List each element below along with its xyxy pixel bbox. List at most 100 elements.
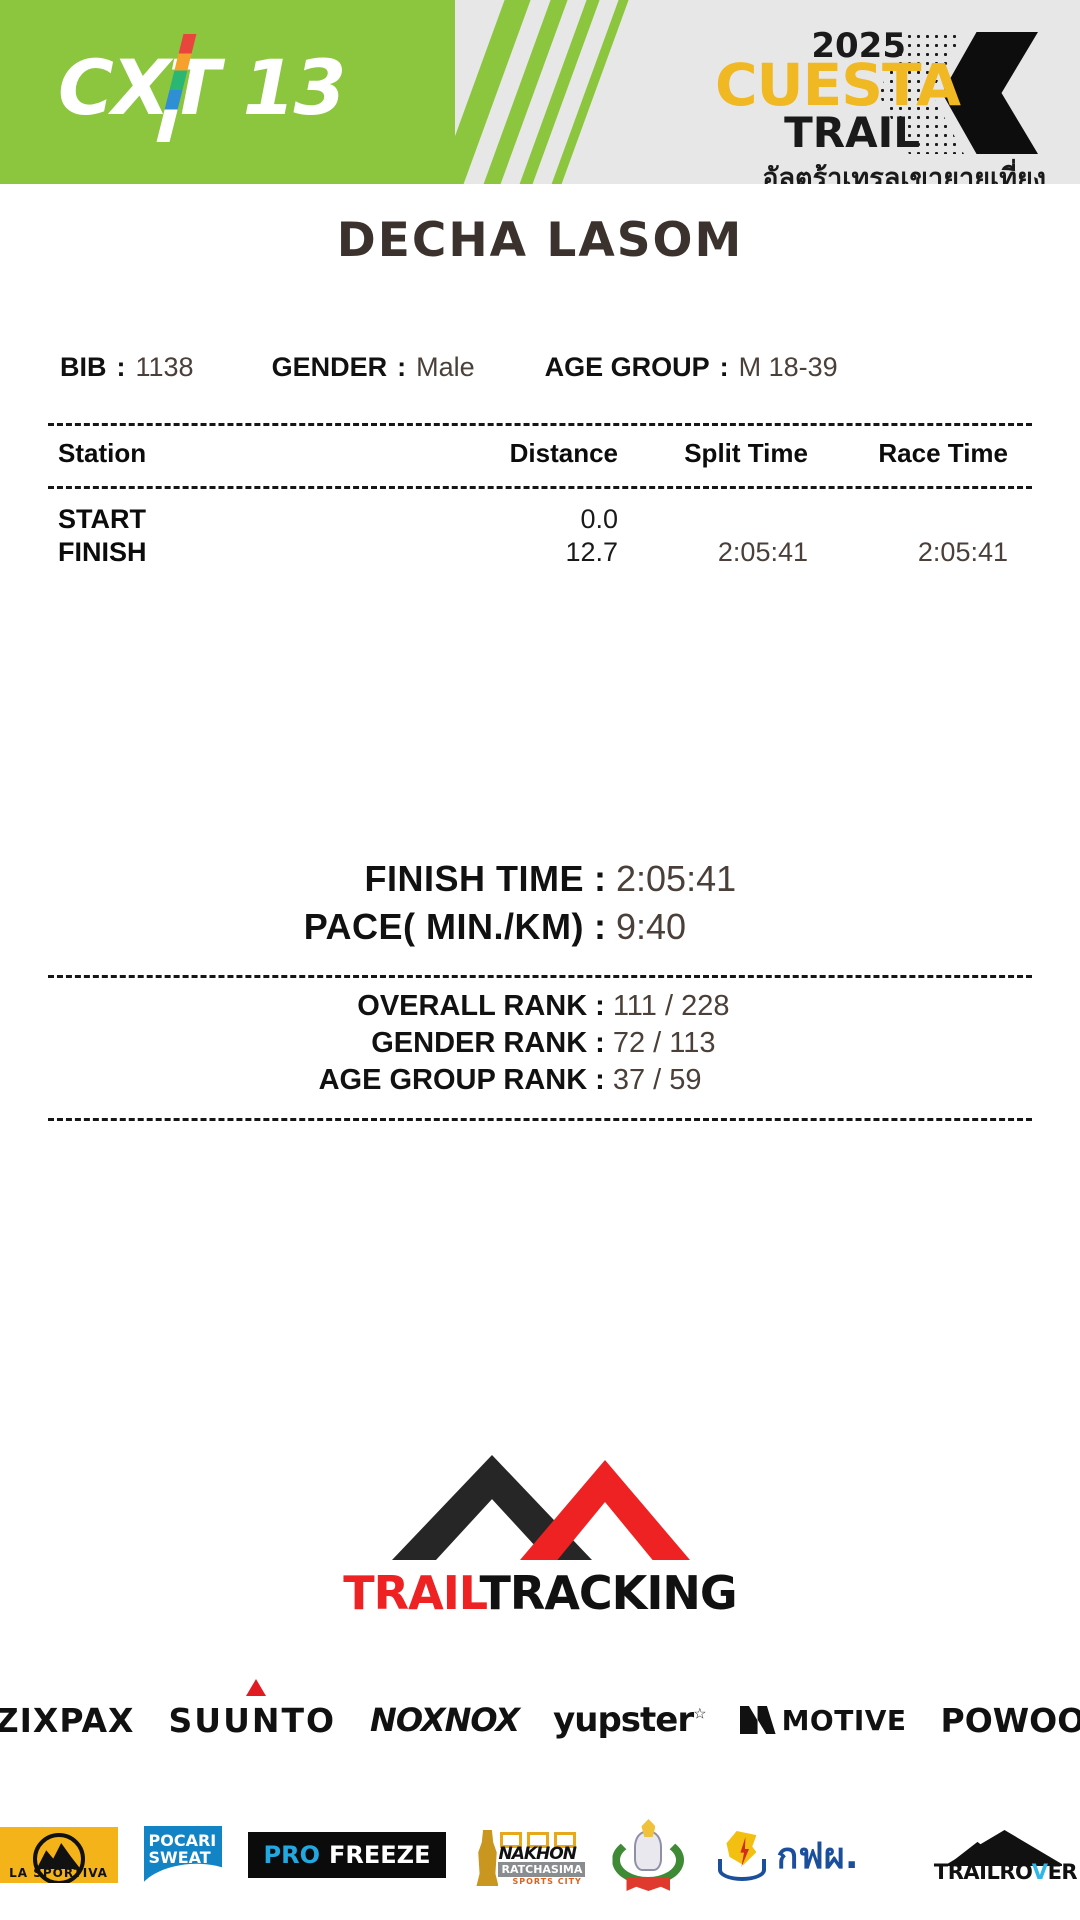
overall-rank-row: OVERALL RANK : 111 / 228	[0, 990, 1080, 1023]
age-group-value: M 18-39	[738, 352, 838, 382]
egat-logo-icon: กฟผ.	[714, 1824, 904, 1886]
sponsor-motive: MOTIVE	[739, 1703, 907, 1737]
mountain-red-peak-icon	[520, 1460, 690, 1560]
gender-colon: :	[397, 352, 407, 382]
event-header-banner: CXT 13 2025 CUESTA TRAIL อัลตร้าเทรลเขาย…	[0, 0, 1080, 184]
nakhon-statue-icon	[476, 1830, 499, 1886]
gender-rank-label: GENDER RANK	[371, 1027, 588, 1059]
suunto-triangle-icon	[245, 1678, 266, 1696]
trailrover-logo-icon: TRAILROVER	[930, 1824, 1080, 1886]
summary-block: FINISH TIME : 2:05:41 PACE( MIN./KM) : 9…	[0, 858, 1080, 954]
gender-label: GENDER	[271, 352, 388, 382]
sponsor-row-primary: ZIXPAX SUUNTO NOXNOX yupster☆ MOTIVE POW…	[0, 1678, 1080, 1740]
pocari-sweat-logo-icon: POCARI SWEAT	[143, 1826, 222, 1884]
nakhon-line1: NAKHON	[498, 1844, 576, 1864]
table-row: FINISH 12.7 2:05:41 2:05:41	[58, 537, 1028, 568]
cell-split-time	[618, 504, 808, 535]
overall-rank-label: OVERALL RANK	[357, 990, 588, 1022]
overall-rank-value: 111 / 228	[612, 990, 730, 1022]
trailrover-part2: V	[1031, 1860, 1048, 1884]
bib-value: 1138	[135, 352, 194, 382]
event-logo: 2025 CUESTA TRAIL อัลตร้าเทรลเขายายเที่ย…	[636, 8, 1056, 184]
age-group-rank-value: 37 / 59	[612, 1064, 702, 1096]
column-header-distance: Distance	[509, 438, 618, 468]
mountain-icon	[390, 1455, 690, 1560]
trailtracking-wordmark: TRAILTRACKING	[0, 1566, 1080, 1620]
cell-split-time: 2:05:41	[717, 537, 808, 567]
pace-label: PACE( MIN./KM)	[303, 906, 584, 947]
age-group-rank-colon: :	[595, 1064, 605, 1096]
sponsor-row-secondary: LA SPORTIVA POCARI SWEAT PRO FREEZE NAKH…	[0, 1800, 1080, 1910]
sponsor-suunto-label: SUUNTO	[168, 1700, 337, 1740]
cell-distance: 12.7	[565, 537, 618, 567]
emblem-banner-icon	[626, 1877, 671, 1891]
bib-colon: :	[116, 352, 126, 382]
table-divider-top	[48, 423, 1032, 426]
emblem-crown-icon	[641, 1819, 656, 1837]
sponsor-motive-label: MOTIVE	[781, 1703, 907, 1737]
summary-pace-row: PACE( MIN./KM) : 9:40	[0, 906, 1080, 948]
pocari-line2: SWEAT	[148, 1848, 211, 1867]
pro-freeze-part2: FREEZE	[329, 1841, 431, 1869]
pocari-line1: POCARI	[148, 1831, 217, 1850]
sponsor-pocari-sweat: POCARI SWEAT	[143, 1826, 222, 1884]
sponsor-powoo: POWOO	[940, 1700, 1080, 1740]
age-group-colon: :	[719, 352, 729, 382]
yupster-mark-icon: ☆	[693, 1704, 706, 1723]
header-green-block	[0, 0, 455, 184]
age-group-rank-label: AGE GROUP RANK	[318, 1064, 588, 1096]
egat-label: กฟผ.	[776, 1835, 859, 1877]
trailrover-part3: ER	[1047, 1860, 1078, 1884]
la-sportiva-label: LA SPORTIVA	[9, 1866, 108, 1880]
summary-finish-time-row: FINISH TIME : 2:05:41	[0, 858, 1080, 900]
trailrover-label: TRAILROVER	[930, 1860, 1080, 1884]
sponsor-zixpax: ZIXPAX	[0, 1700, 135, 1740]
egat-mark-icon	[714, 1827, 770, 1883]
athlete-meta-row: BIB : 1138 GENDER : Male AGE GROUP : M 1…	[60, 352, 1020, 383]
sponsor-pro-freeze: PRO FREEZE	[247, 1832, 447, 1878]
la-sportiva-logo-icon: LA SPORTIVA	[0, 1827, 118, 1883]
trailtracking-logo: TRAILTRACKING	[0, 1455, 1080, 1620]
sponsor-yupster-label: yupster	[553, 1700, 694, 1740]
finish-time-value: 2:05:41	[616, 858, 737, 899]
athlete-name: DECHA LASOM	[336, 213, 744, 268]
race-code-logo: CXT 13	[58, 34, 388, 142]
gender-rank-value: 72 / 113	[612, 1027, 716, 1059]
cell-station: FINISH	[58, 537, 147, 567]
column-header-station: Station	[58, 438, 147, 468]
bib-group: BIB : 1138	[60, 352, 194, 383]
table-row: START 0.0	[58, 504, 1028, 535]
ranks-block: OVERALL RANK : 111 / 228 GENDER RANK : 7…	[0, 990, 1080, 1101]
age-group-label: AGE GROUP	[544, 352, 710, 382]
race-code-text: CXT 13	[58, 43, 346, 132]
event-year: 2025	[811, 26, 906, 66]
bib-label: BIB	[60, 352, 107, 382]
sponsor-noxnox: NOXNOX	[370, 1701, 520, 1739]
nakhon-logo-icon: NAKHON RATCHASIMA SPORTS CITY	[472, 1822, 586, 1888]
cell-station: START	[58, 504, 146, 534]
event-name-thai: อัลตร้าเทรลเขายายเที่ยง	[762, 163, 1046, 184]
finish-time-colon: :	[594, 858, 606, 899]
ranks-divider-top	[48, 975, 1032, 978]
gender-group: GENDER : Male	[272, 352, 475, 383]
finish-time-label: FINISH TIME	[364, 858, 584, 899]
sponsor-egat: กฟผ.	[714, 1824, 904, 1886]
cell-distance: 0.0	[580, 504, 618, 534]
age-group-group: AGE GROUP : M 18-39	[545, 352, 838, 383]
motive-mark-icon	[739, 1706, 776, 1734]
sponsor-yupster: yupster☆	[553, 1700, 707, 1740]
egat-arc-icon	[718, 1859, 767, 1881]
cell-race-time	[808, 504, 1008, 535]
brand-tracking-text: TRACKING	[479, 1566, 738, 1620]
column-header-split-time: Split Time	[684, 438, 808, 468]
sponsor-royal-emblem	[608, 1819, 688, 1891]
pro-freeze-part1: PRO	[263, 1841, 321, 1869]
sponsor-trailrover: TRAILROVER	[930, 1824, 1080, 1886]
pace-value: 9:40	[616, 906, 687, 947]
gender-rank-colon: :	[595, 1027, 605, 1059]
pro-freeze-logo-icon: PRO FREEZE	[247, 1832, 447, 1878]
age-group-rank-row: AGE GROUP RANK : 37 / 59	[0, 1064, 1080, 1097]
emblem-elephant-icon	[634, 1831, 663, 1871]
splits-table-header: Station Distance Split Time Race Time	[58, 438, 1028, 469]
